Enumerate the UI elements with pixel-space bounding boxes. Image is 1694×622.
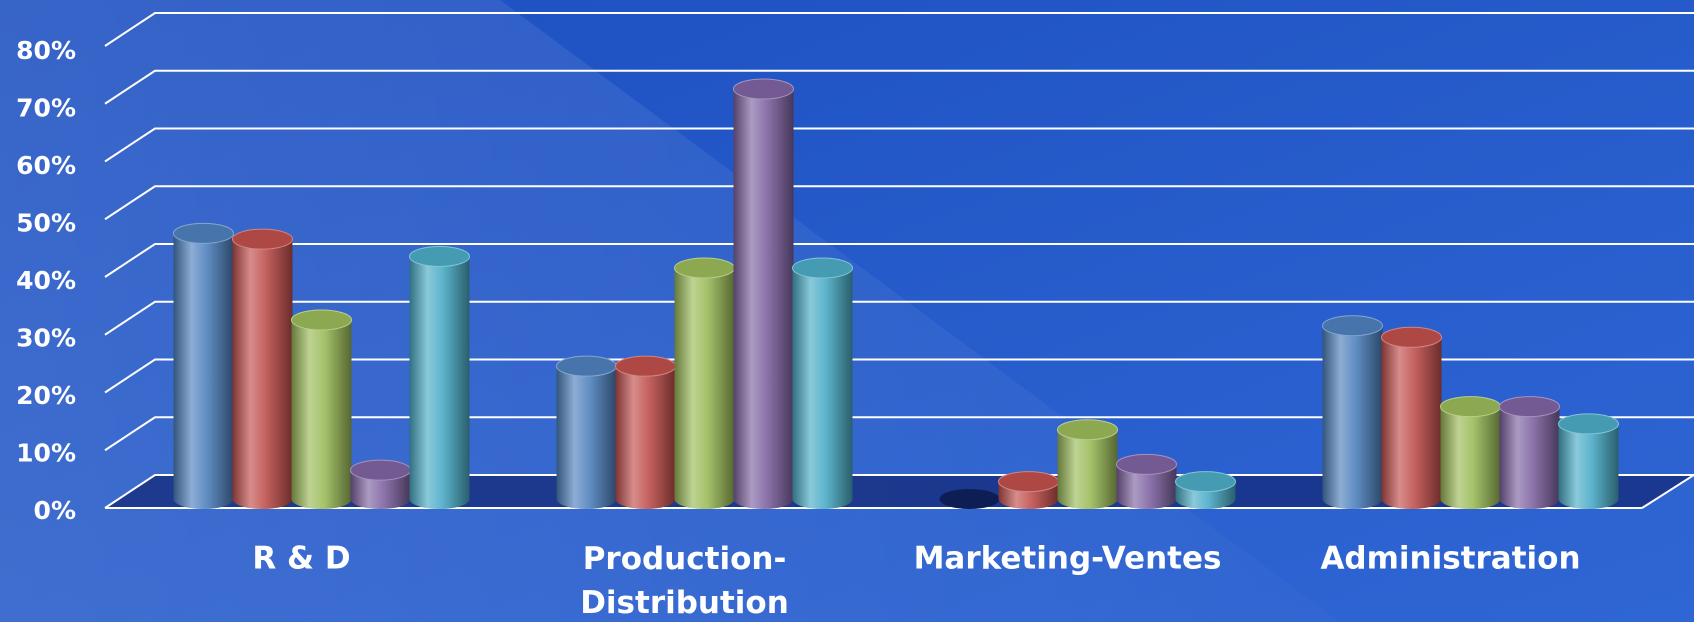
cylinder-cap [1175,471,1236,493]
cylinder [1499,396,1560,509]
cylinder-cap [1499,396,1560,418]
cylinder-body [1116,464,1177,509]
cylinder-body [556,366,617,509]
x-tick-label: Administration [1320,541,1580,577]
cylinder-body [350,470,411,509]
cylinder [1322,315,1383,509]
cylinder-cap [409,245,470,267]
cylinder-body [409,256,470,509]
x-tick-label: R & D [252,541,350,577]
cylinder [733,78,794,509]
cylinder [173,222,234,509]
grid-line [104,358,1694,394]
cylinder [291,309,352,509]
cylinder [232,228,293,509]
cylinder-cap [173,222,234,244]
cylinder [939,489,1000,509]
cylinder-cap [1558,413,1619,435]
floor [105,475,1694,508]
cylinder-body [733,88,794,509]
cylinder-body [173,233,234,509]
y-tick-label: 10% [16,439,76,468]
cylinder-cap [1440,396,1501,418]
y-tick-label: 0% [34,496,76,525]
cylinder [615,355,676,509]
cylinder [556,355,617,509]
cylinder-body [615,366,676,509]
cylinder-cap [998,471,1059,493]
x-tick-label: Marketing-Ventes [914,541,1222,577]
cylinder-cap [1322,315,1383,337]
y-tick-label: 40% [16,266,76,295]
cylinder [350,459,411,509]
y-tick-label: 30% [16,324,76,353]
cylinder [1057,419,1118,509]
grid-line [104,474,1694,509]
cylinder-base [939,489,1000,509]
cylinder-cap [733,78,794,100]
cylinder-body [1440,406,1501,509]
cylinder-body [232,239,293,509]
grid-line [104,12,1694,47]
x-tick-label: Production-Distribution [580,541,789,621]
cylinder-body [674,268,735,509]
y-tick-label: 20% [16,381,76,410]
y-tick-label: 70% [16,94,76,123]
y-tick-label: 50% [16,209,76,238]
cylinder-cap [615,355,676,377]
grid-line [104,185,1694,221]
cylinder-body [291,319,352,509]
cylinder-cap [556,355,617,377]
cylinder-body [1322,325,1383,509]
cylinder [674,257,735,509]
cylinder-cap [1116,453,1177,475]
grid-line [104,416,1694,452]
cylinder-cap [792,257,853,279]
cylinder [1175,471,1236,509]
grid-line [104,300,1694,336]
cylinder-cap [1381,326,1442,348]
floor-edge [1641,474,1694,509]
cylinder [1440,396,1501,509]
cylinder-body [1499,406,1560,509]
grid-line [104,127,1694,163]
cylinder-cap [291,309,352,331]
cylinder-cap [350,459,411,481]
y-tick-label: 60% [16,151,76,180]
cylinder [1381,326,1442,509]
cylinder-body [1057,429,1118,509]
cylinder [998,471,1059,509]
y-tick-label: 80% [16,36,76,65]
cylinder-body [1558,423,1619,509]
cylinder [1116,453,1177,509]
cylinder [1558,413,1619,509]
cylinder [792,257,853,509]
cylinder-cap [232,228,293,250]
cylinder-body [1381,337,1442,509]
cylinder-body [792,268,853,509]
grid-line [104,243,1694,278]
grid-line [104,69,1694,105]
cylinder [409,245,470,509]
cylinder-cap [1057,419,1118,441]
cylinder-cap [674,257,735,279]
